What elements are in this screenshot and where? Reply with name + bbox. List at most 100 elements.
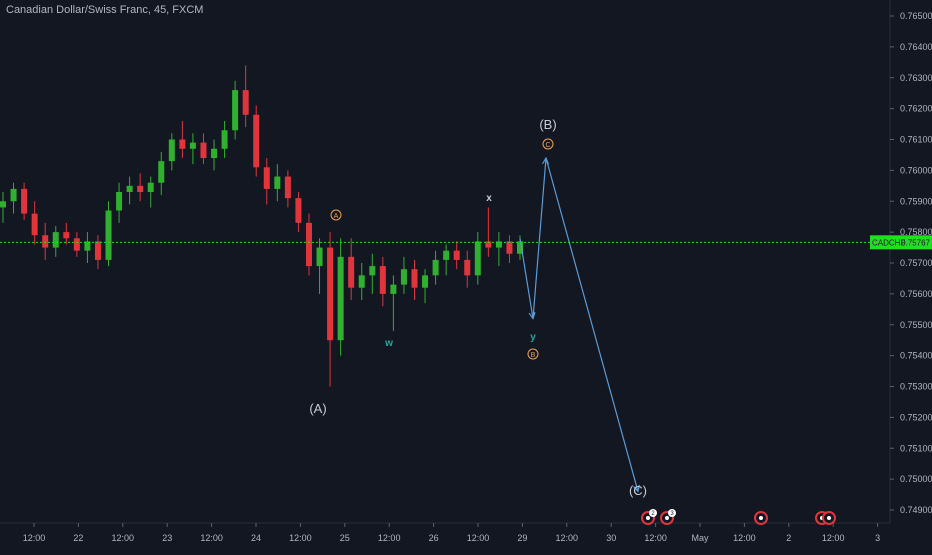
- x-tick-label: 12:00: [467, 533, 490, 543]
- candle-body: [379, 266, 386, 294]
- last-price-symbol: CADCHF: [872, 238, 905, 247]
- x-tick-label: 29: [517, 533, 527, 543]
- candle-body: [369, 266, 376, 276]
- candle-body: [232, 90, 239, 131]
- event-badge-count: 2: [651, 511, 655, 517]
- y-tick-label: 0.76300: [900, 73, 932, 83]
- x-tick-label: 12:00: [289, 533, 312, 543]
- y-tick-label: 0.75100: [900, 443, 932, 453]
- candle-body: [432, 259, 439, 276]
- x-tick-label: 12:00: [200, 533, 223, 543]
- candle-body: [0, 201, 6, 208]
- x-tick-label: 12:00: [822, 533, 845, 543]
- y-tick-label: 0.75000: [900, 474, 932, 484]
- candle-body: [474, 241, 481, 276]
- y-tick-label: 0.75400: [900, 351, 932, 361]
- event-marker-dot: [759, 516, 763, 520]
- y-tick-label: 0.75200: [900, 412, 932, 422]
- last-price-value: 0.75767: [901, 238, 930, 247]
- projection-path: [519, 157, 639, 492]
- y-tick-label: 0.76500: [900, 11, 932, 21]
- wave-label: (C): [629, 483, 647, 498]
- candle-body: [263, 167, 270, 189]
- candle-body: [158, 161, 165, 183]
- candle-body: [295, 198, 302, 223]
- candle-body: [73, 238, 80, 251]
- candle-body: [189, 142, 196, 149]
- candle-body: [411, 269, 418, 288]
- candle-body: [422, 275, 429, 288]
- candle-body: [126, 185, 133, 192]
- candle-body: [495, 241, 502, 248]
- candle-body: [116, 191, 123, 211]
- candle-body: [443, 250, 450, 260]
- candle-body: [211, 148, 218, 159]
- y-tick-label: 0.76000: [900, 165, 932, 175]
- projection-arrow-b: [542, 156, 550, 165]
- wave-label: B: [531, 352, 536, 359]
- x-tick-label: 12:00: [556, 533, 579, 543]
- candle-body: [274, 176, 281, 189]
- candle-body: [348, 256, 355, 288]
- event-marker-dot: [665, 516, 669, 520]
- x-tick-label: 3: [875, 533, 880, 543]
- wave-circle: [542, 138, 554, 150]
- x-tick-label: 25: [340, 533, 350, 543]
- projection-arrow-y: [528, 311, 536, 320]
- candle-body: [327, 247, 334, 341]
- event-badge: [649, 509, 657, 517]
- x-tick-label: 26: [429, 533, 439, 543]
- candle-body: [84, 241, 91, 251]
- y-tick-label: 0.76400: [900, 42, 932, 52]
- y-tick-label: 0.76100: [900, 135, 932, 145]
- candle-body: [94, 241, 101, 260]
- event-marker-dot: [827, 516, 831, 520]
- x-tick-label: 2: [786, 533, 791, 543]
- candle-body: [179, 139, 186, 149]
- y-tick-label: 0.75600: [900, 289, 932, 299]
- candle-body: [147, 182, 154, 192]
- y-tick-label: 0.75900: [900, 196, 932, 206]
- x-tick-label: 12:00: [644, 533, 667, 543]
- y-tick-label: 0.76200: [900, 104, 932, 114]
- wave-label: (A): [309, 401, 326, 416]
- candle-body: [10, 188, 17, 202]
- x-tick-label: 12:00: [378, 533, 401, 543]
- candle-body: [517, 241, 523, 254]
- candle-body: [21, 188, 28, 214]
- candle-body: [242, 90, 249, 115]
- wave-circle: [330, 209, 342, 221]
- candle-body: [337, 256, 344, 341]
- candle-body: [485, 241, 492, 248]
- candle-body: [316, 247, 323, 267]
- candle-body: [221, 130, 228, 149]
- candle-body: [506, 241, 513, 254]
- x-tick-label: May: [691, 533, 709, 543]
- candle-body: [390, 284, 397, 294]
- candle-body: [253, 114, 260, 168]
- y-tick-label: 0.75700: [900, 258, 932, 268]
- wave-label: A: [334, 213, 339, 220]
- event-badge-count: 3: [670, 511, 674, 517]
- x-tick-label: 24: [251, 533, 261, 543]
- x-tick-label: 12:00: [733, 533, 756, 543]
- x-tick-label: 22: [73, 533, 83, 543]
- candle-body: [200, 142, 207, 159]
- candle-body: [464, 259, 471, 276]
- candle-body: [453, 250, 460, 260]
- last-price-tag: [870, 235, 932, 250]
- y-tick-label: 0.75500: [900, 320, 932, 330]
- wave-label: y: [530, 332, 536, 343]
- chart-title: Canadian Dollar/Swiss Franc, 45, FXCM: [6, 4, 204, 16]
- candle-body: [52, 232, 59, 248]
- wave-label: (B): [539, 117, 556, 132]
- event-marker-dot: [646, 516, 650, 520]
- candle-body: [63, 232, 70, 239]
- y-tick-label: 0.75300: [900, 382, 932, 392]
- candle-body: [358, 275, 365, 288]
- candle-body: [284, 176, 291, 199]
- candle-body: [31, 213, 38, 236]
- x-tick-label: 12:00: [112, 533, 135, 543]
